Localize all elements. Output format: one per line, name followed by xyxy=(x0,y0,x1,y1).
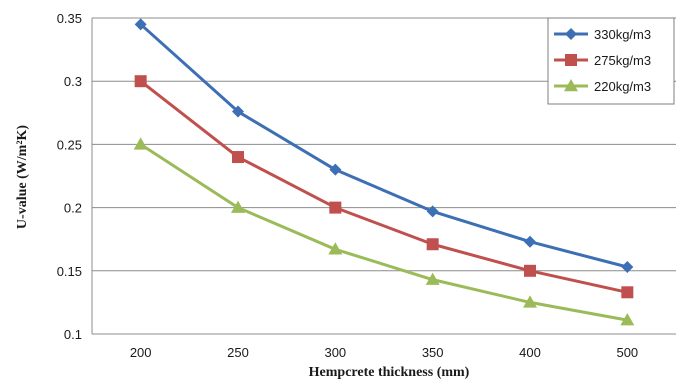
x-tick-label: 350 xyxy=(422,345,444,360)
data-point xyxy=(426,205,439,218)
y-tick-label: 0.35 xyxy=(57,11,82,26)
y-axis-title: U-value (W/m²K) xyxy=(15,125,30,229)
data-point xyxy=(523,295,537,308)
x-axis-ticks: 200 250 300 350 400 500 xyxy=(130,345,638,360)
series-triangle xyxy=(133,137,635,326)
data-point xyxy=(232,105,244,118)
data-point xyxy=(524,235,536,248)
plot-frame xyxy=(91,18,676,335)
series-line xyxy=(139,23,628,269)
data-point xyxy=(564,79,578,92)
data-point xyxy=(329,201,342,214)
data-point xyxy=(425,272,440,285)
data-point xyxy=(134,18,147,31)
data-point xyxy=(231,200,245,213)
data-point xyxy=(133,137,148,150)
data-point xyxy=(524,264,536,277)
y-tick-label: 0.3 xyxy=(64,74,82,89)
data-point xyxy=(328,242,343,255)
series-diamond xyxy=(134,18,634,274)
legend: 330kg/m3 275kg/m3 220kg/m3 xyxy=(547,17,675,105)
data-point xyxy=(565,54,577,66)
x-tick-label: 400 xyxy=(519,345,541,360)
data-point xyxy=(134,75,147,88)
x-tick-label: 200 xyxy=(130,345,152,360)
data-point xyxy=(565,28,577,40)
y-tick-label: 0.1 xyxy=(64,327,82,342)
data-point xyxy=(621,261,634,274)
series-line xyxy=(139,80,628,294)
data-point xyxy=(426,238,439,251)
y-tick-label: 0.15 xyxy=(57,264,82,279)
legend-label: 220kg/m3 xyxy=(594,79,651,94)
data-point xyxy=(621,286,634,299)
data-point xyxy=(620,313,635,326)
x-tick-label: 250 xyxy=(227,345,249,360)
legend-label: 330kg/m3 xyxy=(594,27,651,42)
x-tick-label: 300 xyxy=(324,345,346,360)
x-axis-title: Hempcrete thickness (mm) xyxy=(309,365,470,380)
legend-label: 275kg/m3 xyxy=(594,53,651,68)
data-point xyxy=(232,151,244,164)
data-point xyxy=(329,163,342,176)
series-square xyxy=(134,75,634,299)
y-tick-label: 0.2 xyxy=(64,201,82,216)
series-group xyxy=(133,18,635,326)
y-axis-ticks: 0.1 0.15 0.2 0.25 0.3 0.35 xyxy=(57,11,82,342)
y-tick-label: 0.25 xyxy=(57,137,82,152)
x-tick-label: 500 xyxy=(616,345,638,360)
series-line xyxy=(139,143,628,322)
